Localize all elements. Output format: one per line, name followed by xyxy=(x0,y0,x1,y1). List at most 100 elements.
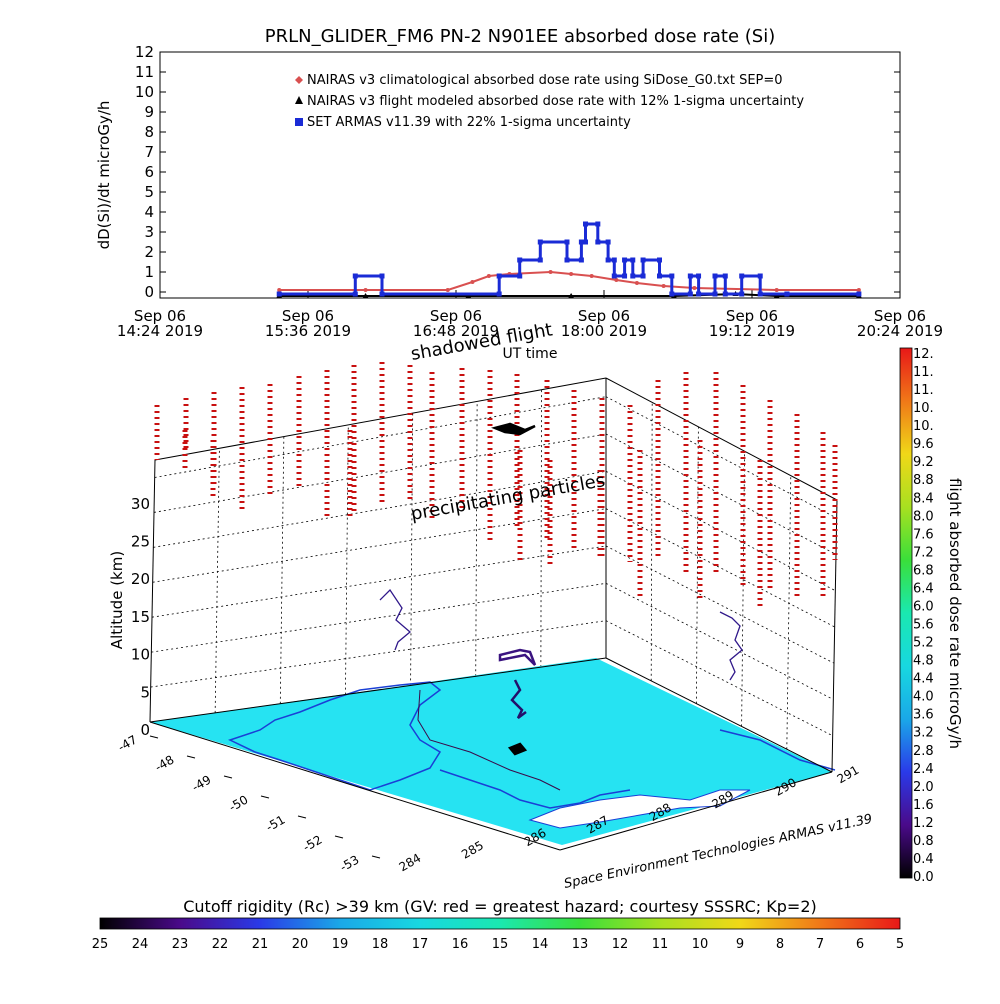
legend-symbol-triangle xyxy=(295,96,303,104)
dose-tick-label: 6.8 xyxy=(913,563,934,578)
timeseries-y-label: dD(Si)/dt microGy/h xyxy=(95,101,113,250)
cutoff-tick-label: 12 xyxy=(612,937,629,952)
series-point xyxy=(379,273,385,279)
chart-title: PRLN_GLIDER_FM6 PN-2 N901EE absorbed dos… xyxy=(265,26,775,47)
dose-tick-label: 0.8 xyxy=(913,834,934,849)
country-border xyxy=(417,689,561,791)
series-point xyxy=(622,257,628,263)
dose-tick-label: 10. xyxy=(913,401,934,416)
y-tick-label: 5 xyxy=(144,183,154,201)
cutoff-tick-label: 22 xyxy=(212,937,229,952)
series-point xyxy=(640,273,646,279)
x-tick-label-time: 19:12 2019 xyxy=(709,322,795,340)
land-tierra-del-fuego xyxy=(528,789,751,829)
series-point xyxy=(569,272,574,276)
right-wall-vertical-gridline xyxy=(650,402,653,681)
series-point xyxy=(605,239,611,245)
x-tick-label-date: Sep 06 xyxy=(430,307,482,325)
left-wall-gridline xyxy=(150,620,607,688)
cutoff-tick-label: 5 xyxy=(896,937,904,952)
dose-tick-label: 4.8 xyxy=(913,654,934,669)
series-point xyxy=(712,291,718,297)
series-point xyxy=(712,273,718,279)
dose-tick-label: 9.2 xyxy=(913,455,934,470)
cube-edge-top-right xyxy=(605,377,838,501)
y-tick-label: 7 xyxy=(144,143,154,161)
x-tick-label-time: 16:48 2019 xyxy=(413,322,499,340)
right-wall-gridline xyxy=(605,545,835,664)
altitude-tick-label: 15 xyxy=(131,608,150,626)
coastline-southern-fjords xyxy=(439,769,631,809)
series-point xyxy=(622,273,628,279)
cutoff-tick-label: 25 xyxy=(92,937,109,952)
altitude-tick-label: 20 xyxy=(131,570,150,588)
series-point xyxy=(614,278,619,282)
dose-colorbar-ticks: 0.0 0.4 0.8 1.2 1.6 2.0 2.4 2.8 3.2 3.6 4.0 4.4 4.8 5… xyxy=(913,347,934,885)
dose-tick-label: 4.4 xyxy=(913,672,934,687)
y-tick-label: 1 xyxy=(144,263,154,281)
left-wall-gridline xyxy=(152,508,607,583)
x-tick-label-time: 14:24 2019 xyxy=(117,322,203,340)
series-point xyxy=(687,291,693,297)
right-wall-vertical-gridline xyxy=(786,475,792,750)
cutoff-tick-label: 23 xyxy=(172,937,189,952)
dose-tick-label: 3.6 xyxy=(913,708,934,723)
cutoff-tick-label: 15 xyxy=(492,937,509,952)
series-point xyxy=(564,239,570,245)
series-point xyxy=(496,273,502,279)
altitude-tick-label: 10 xyxy=(131,646,150,664)
x-tick-label-date: Sep 06 xyxy=(726,307,778,325)
series-point xyxy=(661,284,666,288)
y-tick-label: 10 xyxy=(135,83,154,101)
dose-tick-label: 3.2 xyxy=(913,726,934,741)
series-point xyxy=(692,286,697,290)
altitude-tick-label: 25 xyxy=(131,533,150,551)
series-point xyxy=(757,273,763,279)
series-point xyxy=(583,239,588,245)
dose-tick-label: 7.2 xyxy=(913,545,934,560)
right-wall-gridline xyxy=(605,508,835,628)
y-tick-label: 12 xyxy=(135,43,154,61)
y-tick-label: 3 xyxy=(144,223,154,241)
x-tick-label-date: Sep 06 xyxy=(874,307,926,325)
latitude-tick-label: -50 xyxy=(227,792,251,814)
y-tick-label: 0 xyxy=(144,283,154,301)
series-point xyxy=(470,280,475,284)
cube-frame xyxy=(149,377,838,851)
timeseries-plot-frame xyxy=(159,51,901,299)
right-wall-gridline xyxy=(605,620,833,737)
dose-tick-label: 8.0 xyxy=(913,509,934,524)
dose-colorbar: 0.0 0.4 0.8 1.2 1.6 2.0 2.4 2.8 3.2 3.6 4.0 4.4 4.8 5… xyxy=(899,347,964,885)
series-point xyxy=(589,274,594,278)
series-point xyxy=(496,291,502,297)
cutoff-tick-label: 16 xyxy=(452,937,469,952)
series-point xyxy=(640,257,646,263)
cube-edge-bottom-back-left xyxy=(149,657,607,723)
latitude-tick-label: -48 xyxy=(153,752,177,774)
cube-edge-bottom-front-right xyxy=(559,771,833,851)
annotation-precipitating-particles: precipitating particles xyxy=(409,470,606,525)
dose-tick-label: 8.4 xyxy=(913,491,934,506)
dose-tick-label: 2.0 xyxy=(913,780,934,795)
dose-tick-label: 5.2 xyxy=(913,636,934,651)
timeseries-series xyxy=(276,221,862,298)
timeseries-legend: NAIRAS v3 climatological absorbed dose r… xyxy=(295,73,804,130)
latitude-tick-label: -47 xyxy=(116,732,140,754)
left-wall-vertical-gridline xyxy=(410,413,414,686)
cube-edge-top-left xyxy=(154,377,607,461)
altitude-tick-label: 0 xyxy=(140,721,150,739)
series-point xyxy=(379,291,385,297)
series-point xyxy=(696,291,702,297)
flight-track xyxy=(379,422,743,756)
legend-symbol-diamond xyxy=(295,76,303,84)
dose-tick-label: 11. xyxy=(913,383,934,398)
cutoff-tick-label: 17 xyxy=(412,937,429,952)
longitude-tick-label: 284 xyxy=(397,851,424,875)
cutoff-colorbar-label: Cutoff rigidity (Rc) >39 km (GV: red = g… xyxy=(183,897,817,916)
latitude-tick-mark xyxy=(260,795,270,799)
left-wall-gridline xyxy=(151,582,607,653)
